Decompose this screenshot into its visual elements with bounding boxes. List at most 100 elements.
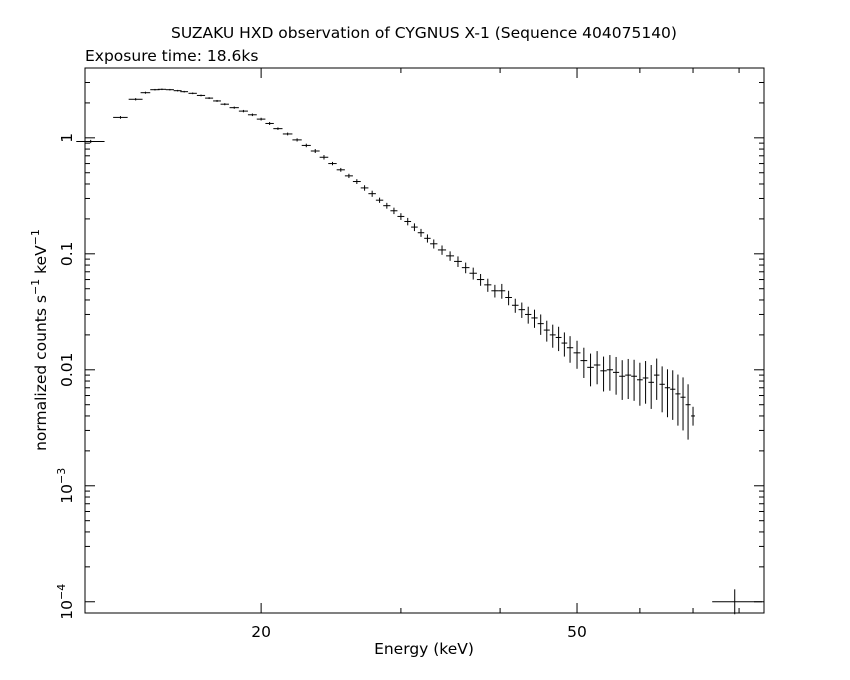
data-point: [625, 358, 632, 400]
data-point: [375, 197, 384, 203]
y-tick-label: 10−4: [55, 584, 76, 620]
data-point: [505, 290, 512, 306]
data-point: [691, 406, 695, 426]
data-point: [430, 239, 438, 249]
data-point: [580, 347, 588, 378]
data-point: [670, 370, 676, 420]
y-axis-label-mid: keV: [32, 245, 50, 279]
data-point: [511, 298, 519, 313]
x-axis-ticks: 20 50: [251, 68, 740, 641]
y-axis-label: normalized counts s−1 keV−1: [29, 229, 50, 451]
data-point: [613, 356, 620, 395]
data-point: [417, 228, 425, 237]
data-point: [424, 234, 431, 243]
data-point: [397, 213, 405, 220]
data-point: [600, 356, 607, 392]
data-point: [525, 306, 532, 324]
data-point: [659, 366, 665, 413]
y-tick-label-base: 1: [58, 133, 76, 143]
plot-frame: [84, 67, 765, 614]
x-axis-label: Energy (keV): [374, 640, 474, 658]
y-tick-label-base: 10: [58, 484, 76, 504]
y-tick-label-base: 10: [58, 600, 76, 620]
data-point: [461, 262, 470, 274]
y-tick-label: 1: [58, 133, 76, 143]
data-point: [404, 217, 412, 226]
data-point: [188, 92, 197, 95]
data-point: [476, 273, 485, 286]
data-point: [140, 91, 151, 94]
data-point: [292, 138, 302, 142]
data-point: [180, 90, 189, 93]
data-point: [606, 355, 614, 391]
data-point: [360, 185, 369, 191]
data-point: [498, 283, 506, 299]
data-point: [631, 359, 637, 401]
y-tick-label: 0.1: [58, 241, 76, 266]
data-point: [229, 106, 239, 109]
data-point: [301, 143, 311, 148]
data-point: [238, 109, 248, 113]
data-point: [411, 223, 418, 232]
data-point: [593, 351, 601, 385]
data-point: [619, 360, 626, 400]
y-axis-label-exp2: −1: [29, 229, 42, 245]
data-point: [310, 149, 320, 153]
chart-subtitle: Exposure time: 18.6ks: [85, 47, 258, 65]
y-tick-label-exp: −4: [55, 584, 68, 600]
data-point: [561, 332, 568, 357]
data-point-extra: [712, 589, 762, 615]
data-point: [454, 256, 462, 267]
y-tick-label-exp: −3: [55, 468, 68, 484]
data-point: [680, 377, 686, 431]
data-point: [636, 362, 643, 406]
data-point: [648, 364, 654, 409]
data-series: [76, 88, 762, 615]
data-point: [113, 116, 128, 119]
chart-title: SUZAKU HXD observation of CYGNUS X-1 (Se…: [171, 24, 677, 42]
data-point: [352, 179, 361, 184]
data-point: [675, 374, 681, 426]
data-point: [664, 369, 671, 418]
data-point: [484, 278, 492, 292]
data-point: [205, 97, 214, 100]
y-tick-label: 0.01: [58, 353, 76, 388]
y-tick-label-base: 0.1: [58, 241, 76, 266]
data-point: [390, 207, 398, 215]
data-point: [587, 353, 594, 387]
data-point: [76, 139, 105, 144]
data-point: [319, 155, 329, 160]
data-point: [282, 132, 293, 136]
data-point: [247, 113, 257, 117]
data-point: [685, 384, 691, 440]
data-point: [653, 358, 660, 400]
data-point: [573, 340, 581, 369]
data-point: [220, 103, 229, 106]
data-point: [566, 336, 574, 363]
data-point: [543, 320, 550, 342]
data-point: [491, 284, 499, 298]
data-point: [196, 94, 206, 97]
data-point: [446, 251, 455, 261]
data-point: [555, 326, 562, 352]
y-tick-label: 10−3: [55, 468, 76, 504]
x-tick-label: 20: [251, 623, 271, 641]
data-point: [328, 161, 337, 166]
data-point: [265, 121, 274, 126]
data-point: [336, 167, 345, 172]
data-point: [383, 202, 391, 209]
data-point: [368, 190, 376, 197]
y-axis-label-exp1: −1: [29, 279, 42, 295]
data-point: [642, 361, 649, 404]
data-point: [256, 117, 266, 121]
data-point: [531, 309, 538, 328]
data-point: [469, 267, 477, 280]
data-point: [537, 314, 544, 335]
data-point: [213, 99, 221, 102]
data-point: [344, 173, 353, 179]
data-point: [165, 88, 174, 91]
y-axis-label-main: normalized counts s: [32, 295, 50, 451]
data-point: [157, 88, 167, 91]
